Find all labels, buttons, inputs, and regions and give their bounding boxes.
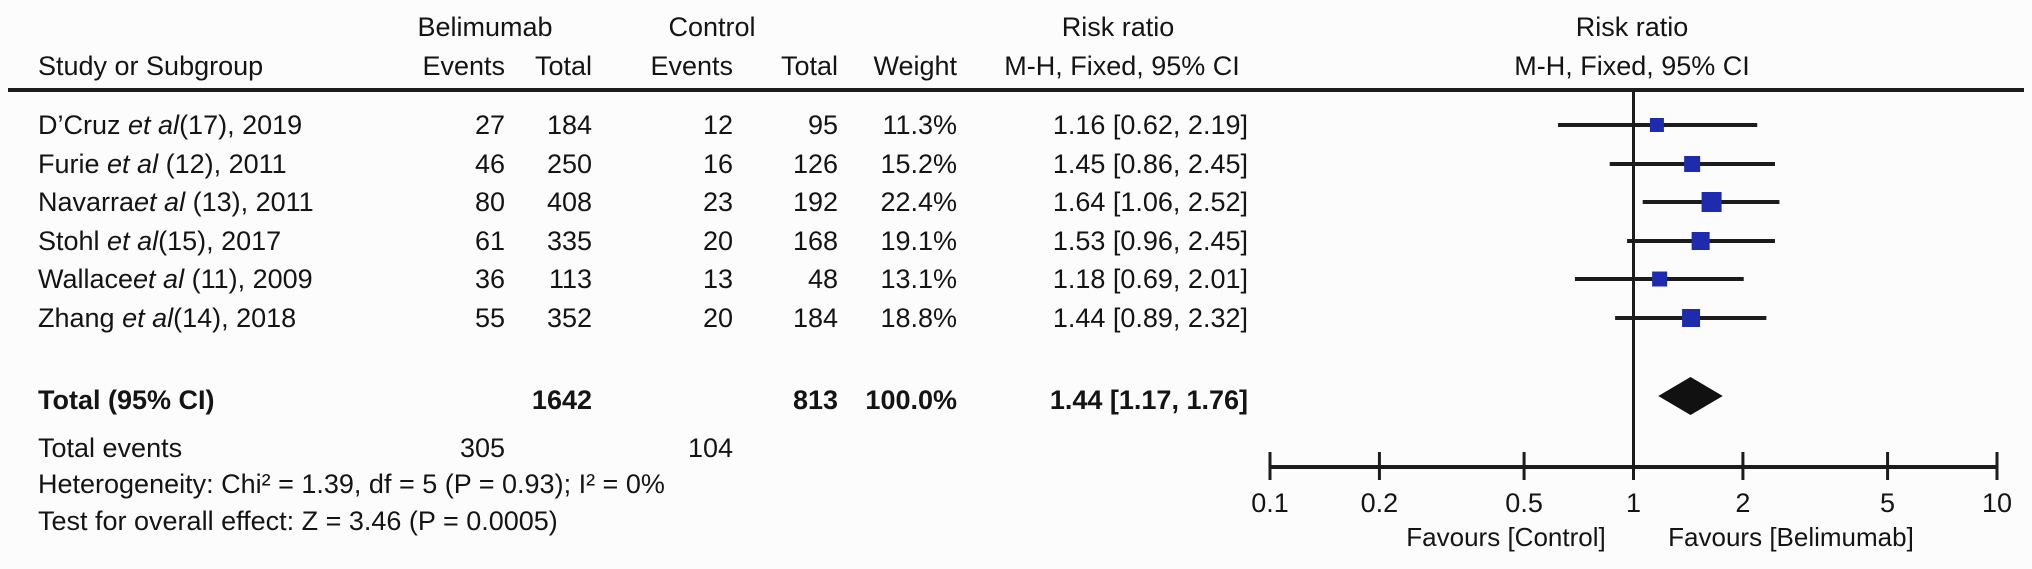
- total-events-control: 104: [687, 433, 733, 463]
- axis-tick-label: 0.5: [1505, 488, 1543, 518]
- group1-header: Belimumab: [417, 12, 553, 42]
- total-control: 48: [807, 264, 838, 294]
- overall-effect-text: Test for overall effect: Z = 3.46 (P = 0…: [38, 506, 558, 536]
- risk-ratio-ci-text: 1.44 [0.89, 2.32]: [1052, 303, 1248, 333]
- total-label: Total (95% CI): [38, 385, 215, 415]
- axis-tick-label: 10: [1982, 488, 2012, 518]
- effect-square: [1684, 156, 1701, 172]
- total-row: Total (95% CI) 1642 813 100.0% 1.44 [1.1…: [0, 381, 2032, 419]
- total-risk-ratio-ci: 1.44 [1.17, 1.76]: [1049, 385, 1248, 415]
- events-belimumab: 55: [474, 303, 505, 333]
- total-col-header-group1: Total: [534, 51, 592, 81]
- total-col-header-group2: Total: [780, 51, 838, 81]
- study-name: D’Cruz et al(17), 2019: [38, 110, 303, 140]
- total-n-control: 813: [792, 385, 838, 415]
- pooled-diamond: [1658, 377, 1723, 415]
- total-control: 168: [792, 226, 838, 256]
- study-row: Furie et al (12), 2011 46 250 16 126 15.2% 1.4…: [0, 145, 2032, 183]
- events-control: 20: [702, 303, 733, 333]
- axis-tick-label: 2: [1735, 488, 1750, 518]
- weight-value: 18.8%: [880, 303, 957, 333]
- weight-value: 11.3%: [882, 110, 957, 140]
- study-col-header: Study or Subgroup: [38, 51, 264, 81]
- method-header-plot: M-H, Fixed, 95% CI: [1514, 51, 1750, 81]
- total-n-belimumab: 1642: [531, 385, 592, 415]
- study-row: Zhang et al(14), 2018 55 352 20 184 18.8% 1.44…: [0, 299, 2032, 337]
- study-row: D’Cruz et al(17), 2019 27 184 12 95 11.3% 1.16…: [0, 106, 2032, 144]
- risk-ratio-ci-text: 1.18 [0.69, 2.01]: [1052, 264, 1248, 294]
- total-events-label: Total events: [38, 433, 183, 463]
- weight-value: 19.1%: [880, 226, 957, 256]
- effect-square: [1652, 271, 1668, 287]
- effect-square: [1691, 232, 1710, 250]
- events-belimumab: 46: [474, 149, 505, 179]
- risk-ratio-ci-text: 1.16 [0.62, 2.19]: [1052, 110, 1248, 140]
- effect-square: [1701, 192, 1722, 212]
- events-control: 13: [702, 264, 733, 294]
- events-belimumab: 27: [474, 110, 505, 140]
- total-events-belimumab: 305: [459, 433, 505, 463]
- study-row: Stohl et al(15), 2017 61 335 20 168 19.1% 1.53…: [0, 222, 2032, 260]
- study-row: Wallaceet al (11), 2009 36 113 13 48 13.1% 1.1…: [0, 260, 2032, 298]
- axis-tick-label: 0.2: [1361, 488, 1399, 518]
- weight-value: 22.4%: [880, 187, 957, 217]
- events-control: 16: [702, 149, 733, 179]
- events-control: 23: [702, 187, 733, 217]
- events-control: 20: [702, 226, 733, 256]
- total-belimumab: 352: [546, 303, 592, 333]
- study-name: Zhang et al(14), 2018: [38, 303, 297, 333]
- total-control: 126: [792, 149, 838, 179]
- total-weight: 100.0%: [865, 385, 957, 415]
- study-name: Stohl et al(15), 2017: [38, 226, 282, 256]
- risk-ratio-ci-text: 1.64 [1.06, 2.52]: [1052, 187, 1248, 217]
- axis-tick-label: 0.1: [1251, 488, 1289, 518]
- total-control: 95: [807, 110, 838, 140]
- weight-value: 13.1%: [880, 264, 957, 294]
- risk-ratio-header-plot: Risk ratio: [1575, 12, 1689, 42]
- events-col-header-group1: Events: [422, 51, 505, 81]
- header-rule: [8, 88, 2024, 92]
- total-belimumab: 250: [546, 149, 592, 179]
- weight-col-header: Weight: [873, 51, 957, 81]
- study-name: Wallaceet al (11), 2009: [38, 264, 313, 294]
- total-belimumab: 113: [548, 264, 592, 294]
- risk-ratio-header-table: Risk ratio: [1061, 12, 1175, 42]
- risk-ratio-ci-text: 1.53 [0.96, 2.45]: [1052, 226, 1248, 256]
- effect-square: [1682, 309, 1701, 327]
- weight-value: 15.2%: [880, 149, 957, 179]
- study-row: Navarraet al (13), 2011 80 408 23 192 22.4% 1.…: [0, 183, 2032, 221]
- total-events-row: Total events 305 104: [0, 429, 2032, 467]
- study-name: Furie et al (12), 2011: [38, 149, 287, 179]
- study-name: Navarraet al (13), 2011: [38, 187, 314, 217]
- risk-ratio-ci-text: 1.45 [0.86, 2.45]: [1052, 149, 1248, 179]
- total-control: 184: [792, 303, 838, 333]
- axis-tick-label: 5: [1880, 488, 1895, 518]
- total-control: 192: [792, 187, 838, 217]
- events-col-header-group2: Events: [650, 51, 733, 81]
- events-belimumab: 61: [474, 226, 505, 256]
- total-belimumab: 335: [546, 226, 592, 256]
- total-belimumab: 408: [546, 187, 592, 217]
- favours-left-label: Favours [Control]: [1406, 522, 1605, 552]
- effect-square: [1649, 118, 1664, 132]
- events-belimumab: 36: [474, 264, 505, 294]
- events-belimumab: 80: [474, 187, 505, 217]
- group2-header: Control: [668, 12, 756, 42]
- favours-right-label: Favours [Belimumab]: [1668, 522, 1914, 552]
- heterogeneity-text: Heterogeneity: Chi² = 1.39, df = 5 (P = …: [38, 469, 665, 499]
- events-control: 12: [702, 110, 733, 140]
- method-header-table: M-H, Fixed, 95% CI: [1004, 51, 1240, 81]
- total-belimumab: 184: [546, 110, 592, 140]
- axis-tick-label: 1: [1626, 488, 1641, 518]
